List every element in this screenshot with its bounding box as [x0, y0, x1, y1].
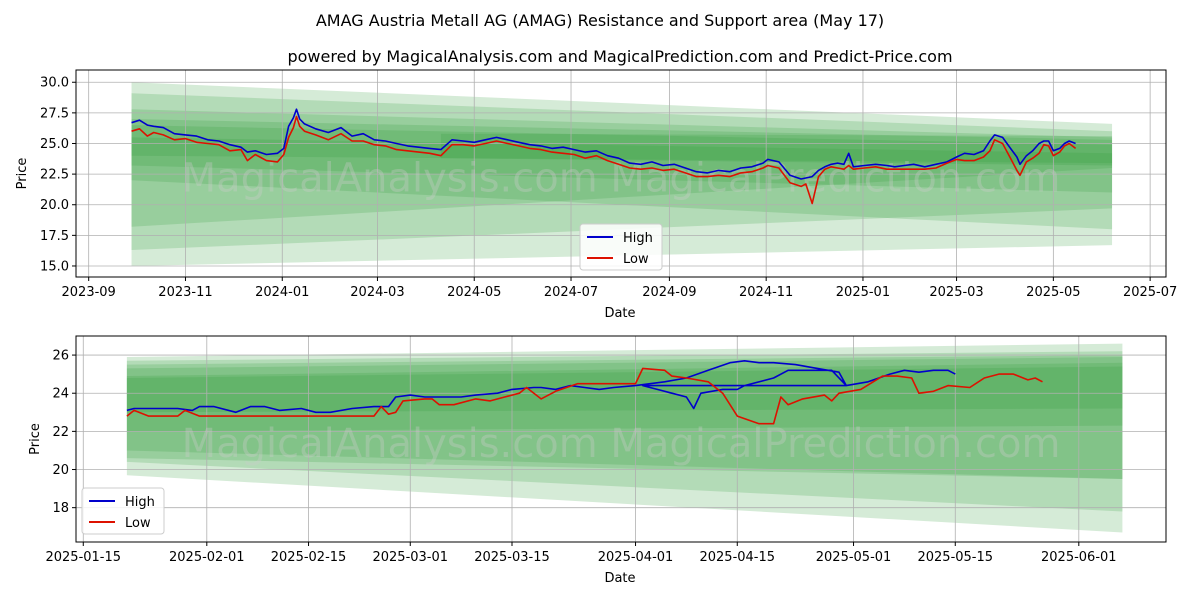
y-tick-label: 24	[52, 387, 69, 402]
band-area	[131, 109, 1113, 227]
band-area	[131, 93, 1113, 251]
x-axis-label: Date	[604, 306, 635, 321]
x-tick-label: 2025-01	[836, 285, 890, 300]
x-tick-label: 2025-05-01	[816, 550, 892, 565]
watermark: MagicalAnalysis.com MagicalPrediction.co…	[182, 421, 1061, 467]
x-tick-label: 2025-06-01	[1041, 550, 1117, 565]
x-axis-label: Date	[604, 571, 635, 586]
x-tick-label: 2025-04-01	[598, 550, 674, 565]
y-axis-label: Price	[28, 423, 43, 455]
x-tick-label: 2025-03	[929, 285, 983, 300]
x-tick-label: 2024-11	[739, 285, 793, 300]
x-tick-label: 2025-05-15	[917, 550, 993, 565]
grid	[76, 336, 1166, 542]
legend-high-label: High	[125, 495, 155, 510]
x-tick-label: 2024-05	[447, 285, 501, 300]
y-tick-label: 27.5	[40, 106, 69, 121]
x-tick-label: 2025-05	[1026, 285, 1080, 300]
low-series-line	[131, 115, 1077, 205]
chart-subtitle: powered by MagicalAnalysis.com and Magic…	[287, 47, 952, 66]
high-series-line	[126, 360, 956, 414]
legend-high-label: High	[623, 231, 653, 246]
x-tick-label: 2025-02-15	[271, 550, 347, 565]
watermark: MagicalAnalysis.com MagicalPrediction.co…	[182, 156, 1061, 202]
y-tick-label: 20	[52, 463, 69, 478]
chart-title: AMAG Austria Metall AG (AMAG) Resistance…	[316, 11, 884, 30]
x-tick-label: 2023-09	[62, 285, 116, 300]
x-tick-label: 2024-01	[255, 285, 309, 300]
y-tick-label: 20.0	[40, 198, 69, 213]
x-tick-label: 2025-02-01	[169, 550, 245, 565]
x-tick-label: 2023-11	[158, 285, 212, 300]
plot-frame	[75, 335, 1167, 543]
x-tick-label: 2025-03-01	[372, 550, 448, 565]
x-tick-label: 2025-01-15	[45, 550, 121, 565]
x-tick-label: 2025-07	[1123, 285, 1177, 300]
x-tick-label: 2024-07	[544, 285, 598, 300]
y-tick-label: 22.5	[40, 168, 69, 183]
legend-low-label: Low	[623, 252, 649, 267]
band-area	[126, 366, 1123, 480]
x-tick-label: 2025-04-15	[699, 550, 775, 565]
plot-frame	[75, 69, 1167, 278]
x-tick-label: 2024-03	[350, 285, 404, 300]
band-area	[126, 356, 1123, 413]
y-tick-label: 26	[52, 349, 69, 364]
legend: High Low	[81, 487, 165, 535]
y-tick-label: 30.0	[40, 76, 69, 91]
band-area	[440, 133, 1113, 166]
band-area	[126, 355, 1123, 480]
series	[131, 108, 1077, 205]
legend-low-label: Low	[125, 516, 151, 531]
overview-chart: MagicalAnalysis.com MagicalPrediction.co…	[15, 69, 1177, 321]
y-tick-label: 15.0	[40, 259, 69, 274]
y-tick-label: 25.0	[40, 137, 69, 152]
y-tick-label: 22	[52, 425, 69, 440]
series	[126, 360, 1043, 425]
high-series-line	[131, 108, 1076, 180]
low-series-line	[126, 367, 1043, 425]
zoom-chart: MagicalAnalysis.com MagicalPrediction.co…	[28, 335, 1167, 586]
band-area	[131, 125, 1113, 230]
y-axis-label: Price	[15, 158, 30, 190]
band-area	[131, 118, 1113, 164]
bands	[131, 82, 1113, 266]
x-tick-label: 2025-03-15	[474, 550, 550, 565]
y-tick-label: 17.5	[40, 229, 69, 244]
y-tick-label: 18	[52, 501, 69, 516]
x-tick-label: 2024-09	[642, 285, 696, 300]
band-area	[126, 343, 1123, 533]
legend: High Low	[579, 223, 663, 271]
